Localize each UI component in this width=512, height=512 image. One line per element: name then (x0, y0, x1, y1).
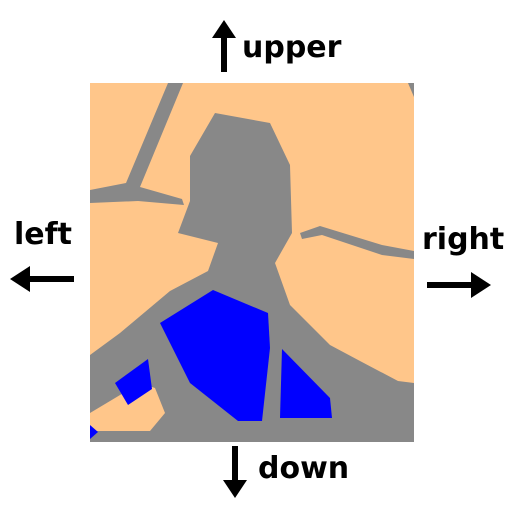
map-view[interactable] (90, 83, 414, 442)
direction-label-right: right (422, 222, 505, 257)
arrow-right-icon (427, 272, 491, 298)
road-network (90, 113, 414, 442)
road-segment (90, 83, 184, 205)
road-segment (408, 83, 414, 97)
arrow-up-icon (212, 20, 236, 72)
water-body (280, 349, 332, 418)
arrow-left-icon (10, 266, 74, 292)
arrow-down-icon (223, 446, 247, 498)
land-area (90, 383, 165, 431)
direction-label-left: left (14, 217, 73, 252)
water-body (90, 425, 98, 439)
direction-label-upper: upper (242, 30, 342, 65)
road-segment (300, 226, 414, 259)
water-body (115, 359, 152, 405)
direction-label-down: down (258, 451, 350, 486)
water-body (160, 290, 270, 421)
